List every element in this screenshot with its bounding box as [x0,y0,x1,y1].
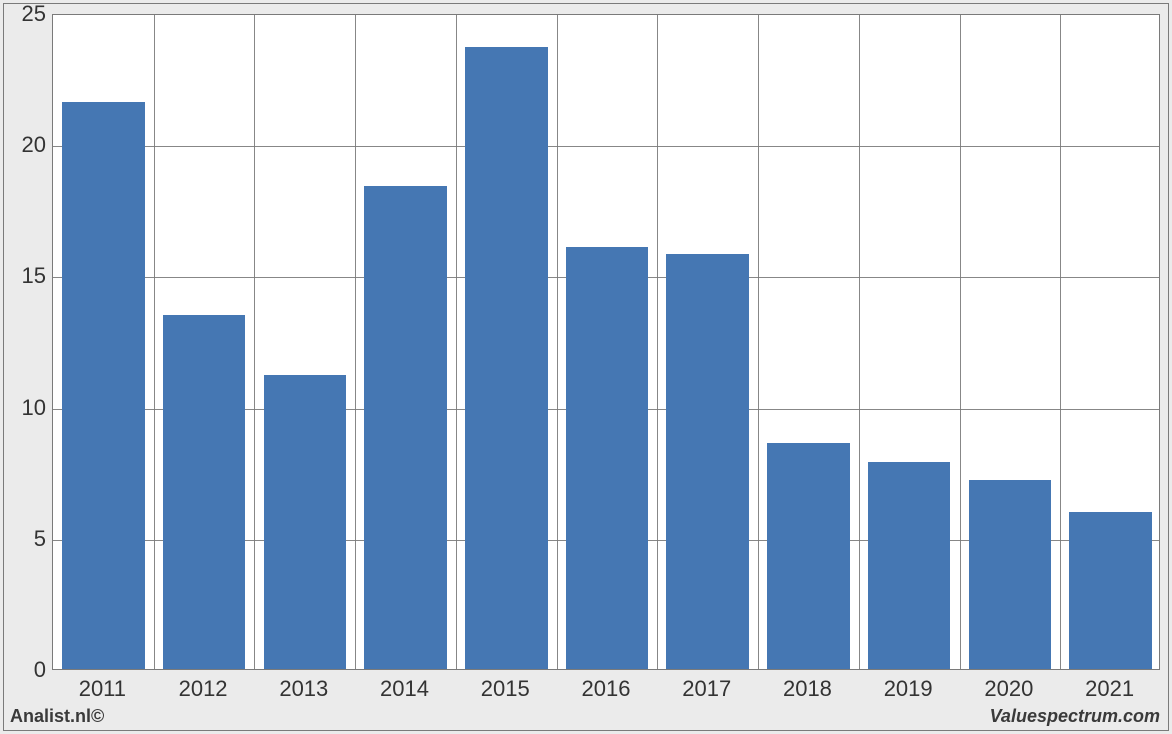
bar [767,443,850,669]
x-tick-label: 2012 [179,676,228,702]
gridline-v [657,15,658,669]
bar [364,186,447,669]
x-tick-label: 2017 [682,676,731,702]
x-tick-label: 2015 [481,676,530,702]
gridline-v [758,15,759,669]
x-tick-label: 2021 [1085,676,1134,702]
gridline-v [254,15,255,669]
bar [969,480,1052,669]
footer-right: Valuespectrum.com [990,706,1160,727]
chart-frame: 0 5 10 15 20 25 2011 2012 2013 2014 2015 2016 2017 2… [3,3,1169,731]
bar [666,254,749,669]
y-tick-label: 0 [4,657,46,683]
bar [62,102,145,669]
bar [264,375,347,669]
bar [465,47,548,669]
y-tick-label: 15 [4,263,46,289]
bar [566,247,649,669]
x-tick-label: 2020 [984,676,1033,702]
plot-area [52,14,1160,670]
x-tick-label: 2018 [783,676,832,702]
x-tick-label: 2014 [380,676,429,702]
gridline-v [859,15,860,669]
footer-left: Analist.nl© [10,706,104,727]
x-tick-label: 2019 [884,676,933,702]
bar [868,462,951,669]
y-tick-label: 10 [4,395,46,421]
gridline-v [960,15,961,669]
x-tick-label: 2011 [79,676,126,702]
gridline-v [456,15,457,669]
gridline-v [355,15,356,669]
x-tick-label: 2013 [279,676,328,702]
gridline-v [557,15,558,669]
gridline-v [1060,15,1061,669]
bar [163,315,246,669]
y-tick-label: 5 [4,526,46,552]
gridline-v [154,15,155,669]
gridline-h [53,146,1159,147]
y-tick-label: 20 [4,132,46,158]
x-tick-label: 2016 [582,676,631,702]
bar [1069,512,1152,669]
y-tick-label: 25 [4,1,46,27]
